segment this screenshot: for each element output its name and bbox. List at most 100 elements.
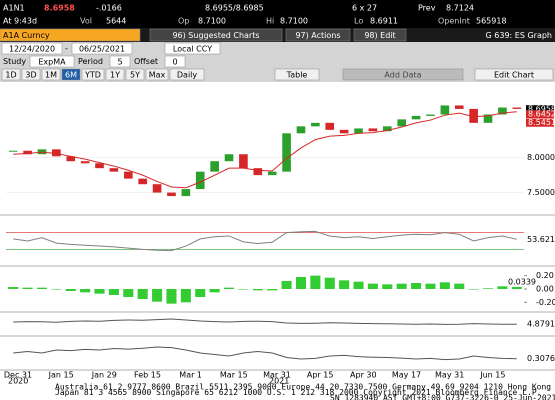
range-button-label: 1Y [110, 71, 120, 80]
y-tick-label: -0.20 [536, 298, 555, 307]
footer-line: Japan 81 3 4565 8900 Singapore 65 6212 1… [55, 388, 541, 397]
price-tag [526, 110, 554, 119]
range-button[interactable] [145, 68, 169, 81]
chart-area [0, 82, 555, 385]
year-label: 2021 [269, 377, 289, 386]
x-tick-label: May 17 [392, 371, 421, 380]
panel4-last: 0.3076 [527, 354, 555, 363]
suggested-charts-label: 96) Suggested Charts [172, 31, 259, 40]
ema-line [13, 111, 517, 189]
candle [109, 168, 119, 172]
label: 8.6958 [44, 4, 75, 13]
range-button[interactable] [125, 68, 145, 81]
end-date-label: 06/25/2021 [79, 45, 125, 54]
period-input-label: 5 [117, 58, 122, 67]
candle [498, 107, 507, 115]
start-date[interactable] [1, 42, 63, 55]
add-data[interactable] [342, 68, 464, 81]
macd-bar [339, 280, 350, 289]
macd-bar [425, 283, 436, 289]
frequency-select[interactable] [169, 68, 205, 81]
range-button-label: 1M [45, 71, 57, 80]
frequency-select-label: Daily [177, 71, 198, 80]
security-input[interactable] [0, 28, 141, 42]
footer-line: Australia 61 2 9777 8600 Brazil 5511 239… [55, 383, 555, 392]
range-button[interactable] [1, 68, 21, 81]
candle [411, 115, 421, 120]
y-tick-label: 8.0000 [527, 153, 555, 162]
suggested-charts[interactable] [149, 28, 283, 42]
macd-bar [123, 289, 134, 297]
edit-menu[interactable] [353, 28, 407, 42]
candle [80, 161, 90, 164]
range-button-label: YTD [84, 71, 101, 80]
candle [483, 114, 493, 123]
macd-bar [295, 277, 307, 289]
macd-bar [267, 289, 278, 291]
edit-menu-label: 98) Edit [364, 31, 395, 40]
candle [167, 192, 176, 197]
range-button[interactable] [61, 68, 81, 81]
end-date[interactable] [71, 42, 133, 55]
actions-menu[interactable] [285, 28, 351, 42]
macd-bar [454, 283, 465, 289]
range-button[interactable] [21, 68, 41, 81]
currency-select[interactable] [164, 42, 221, 55]
candle [296, 126, 306, 134]
price-tag-label: 8.6958 [528, 105, 555, 114]
footer-line: SN 1283940 AST GMT+8:00 G737-3226-0 25-J… [330, 394, 555, 400]
label: Study [3, 57, 26, 66]
actions-menu-label: 97) Actions [295, 31, 340, 40]
rsi-last: 53.6214 [527, 235, 555, 244]
range-button-label: Max [149, 71, 166, 80]
label: 8.7124 [446, 4, 474, 13]
label: 8.6911 [370, 17, 398, 26]
candle [52, 149, 61, 157]
label: Vol [80, 17, 92, 26]
candle [382, 126, 392, 132]
label: Prev [418, 4, 436, 13]
edit-chart-label: Edit Chart [494, 71, 534, 80]
footer-area [0, 385, 555, 400]
macd-bar [497, 286, 508, 289]
macd-last: 0.0339 [508, 278, 536, 287]
label: Hi [266, 17, 274, 26]
candle [210, 161, 219, 172]
candle [454, 105, 464, 109]
period-input[interactable] [109, 55, 131, 68]
quote-bar [0, 0, 555, 28]
candle [311, 122, 320, 127]
range-button[interactable] [105, 68, 125, 81]
candle [224, 154, 234, 162]
edit-chart[interactable] [474, 68, 554, 81]
macd-bar [439, 282, 450, 289]
panel3-last: 4.8791 [527, 320, 555, 329]
label: - [65, 44, 68, 53]
macd-bar [36, 287, 48, 289]
price-tag-label: 8.5451 [528, 118, 555, 127]
start-date-label: 12/24/2020 [9, 45, 55, 54]
x-tick-label: Mar 1 [179, 371, 202, 380]
label: 6 x 27 [352, 4, 377, 13]
range-button[interactable] [81, 68, 105, 81]
candle [66, 156, 76, 162]
table-button-label: Table [286, 71, 308, 80]
range-button-label: 6M [65, 71, 77, 80]
range-button[interactable] [41, 68, 61, 81]
study-select[interactable] [29, 55, 75, 68]
candle [282, 133, 291, 172]
candle [138, 178, 148, 185]
offset-input[interactable] [164, 55, 186, 68]
table-button[interactable] [274, 68, 320, 81]
candle [267, 171, 277, 176]
candle [95, 163, 104, 169]
price-tag-label: 8.6452 [528, 110, 555, 119]
macd-bar [51, 289, 62, 290]
candle [440, 105, 450, 115]
macd-bar [281, 281, 292, 289]
macd-bar [511, 287, 522, 289]
label: Op [178, 17, 189, 26]
macd-bar [396, 283, 407, 289]
price-tag [526, 105, 554, 114]
macd-bar [411, 283, 422, 289]
